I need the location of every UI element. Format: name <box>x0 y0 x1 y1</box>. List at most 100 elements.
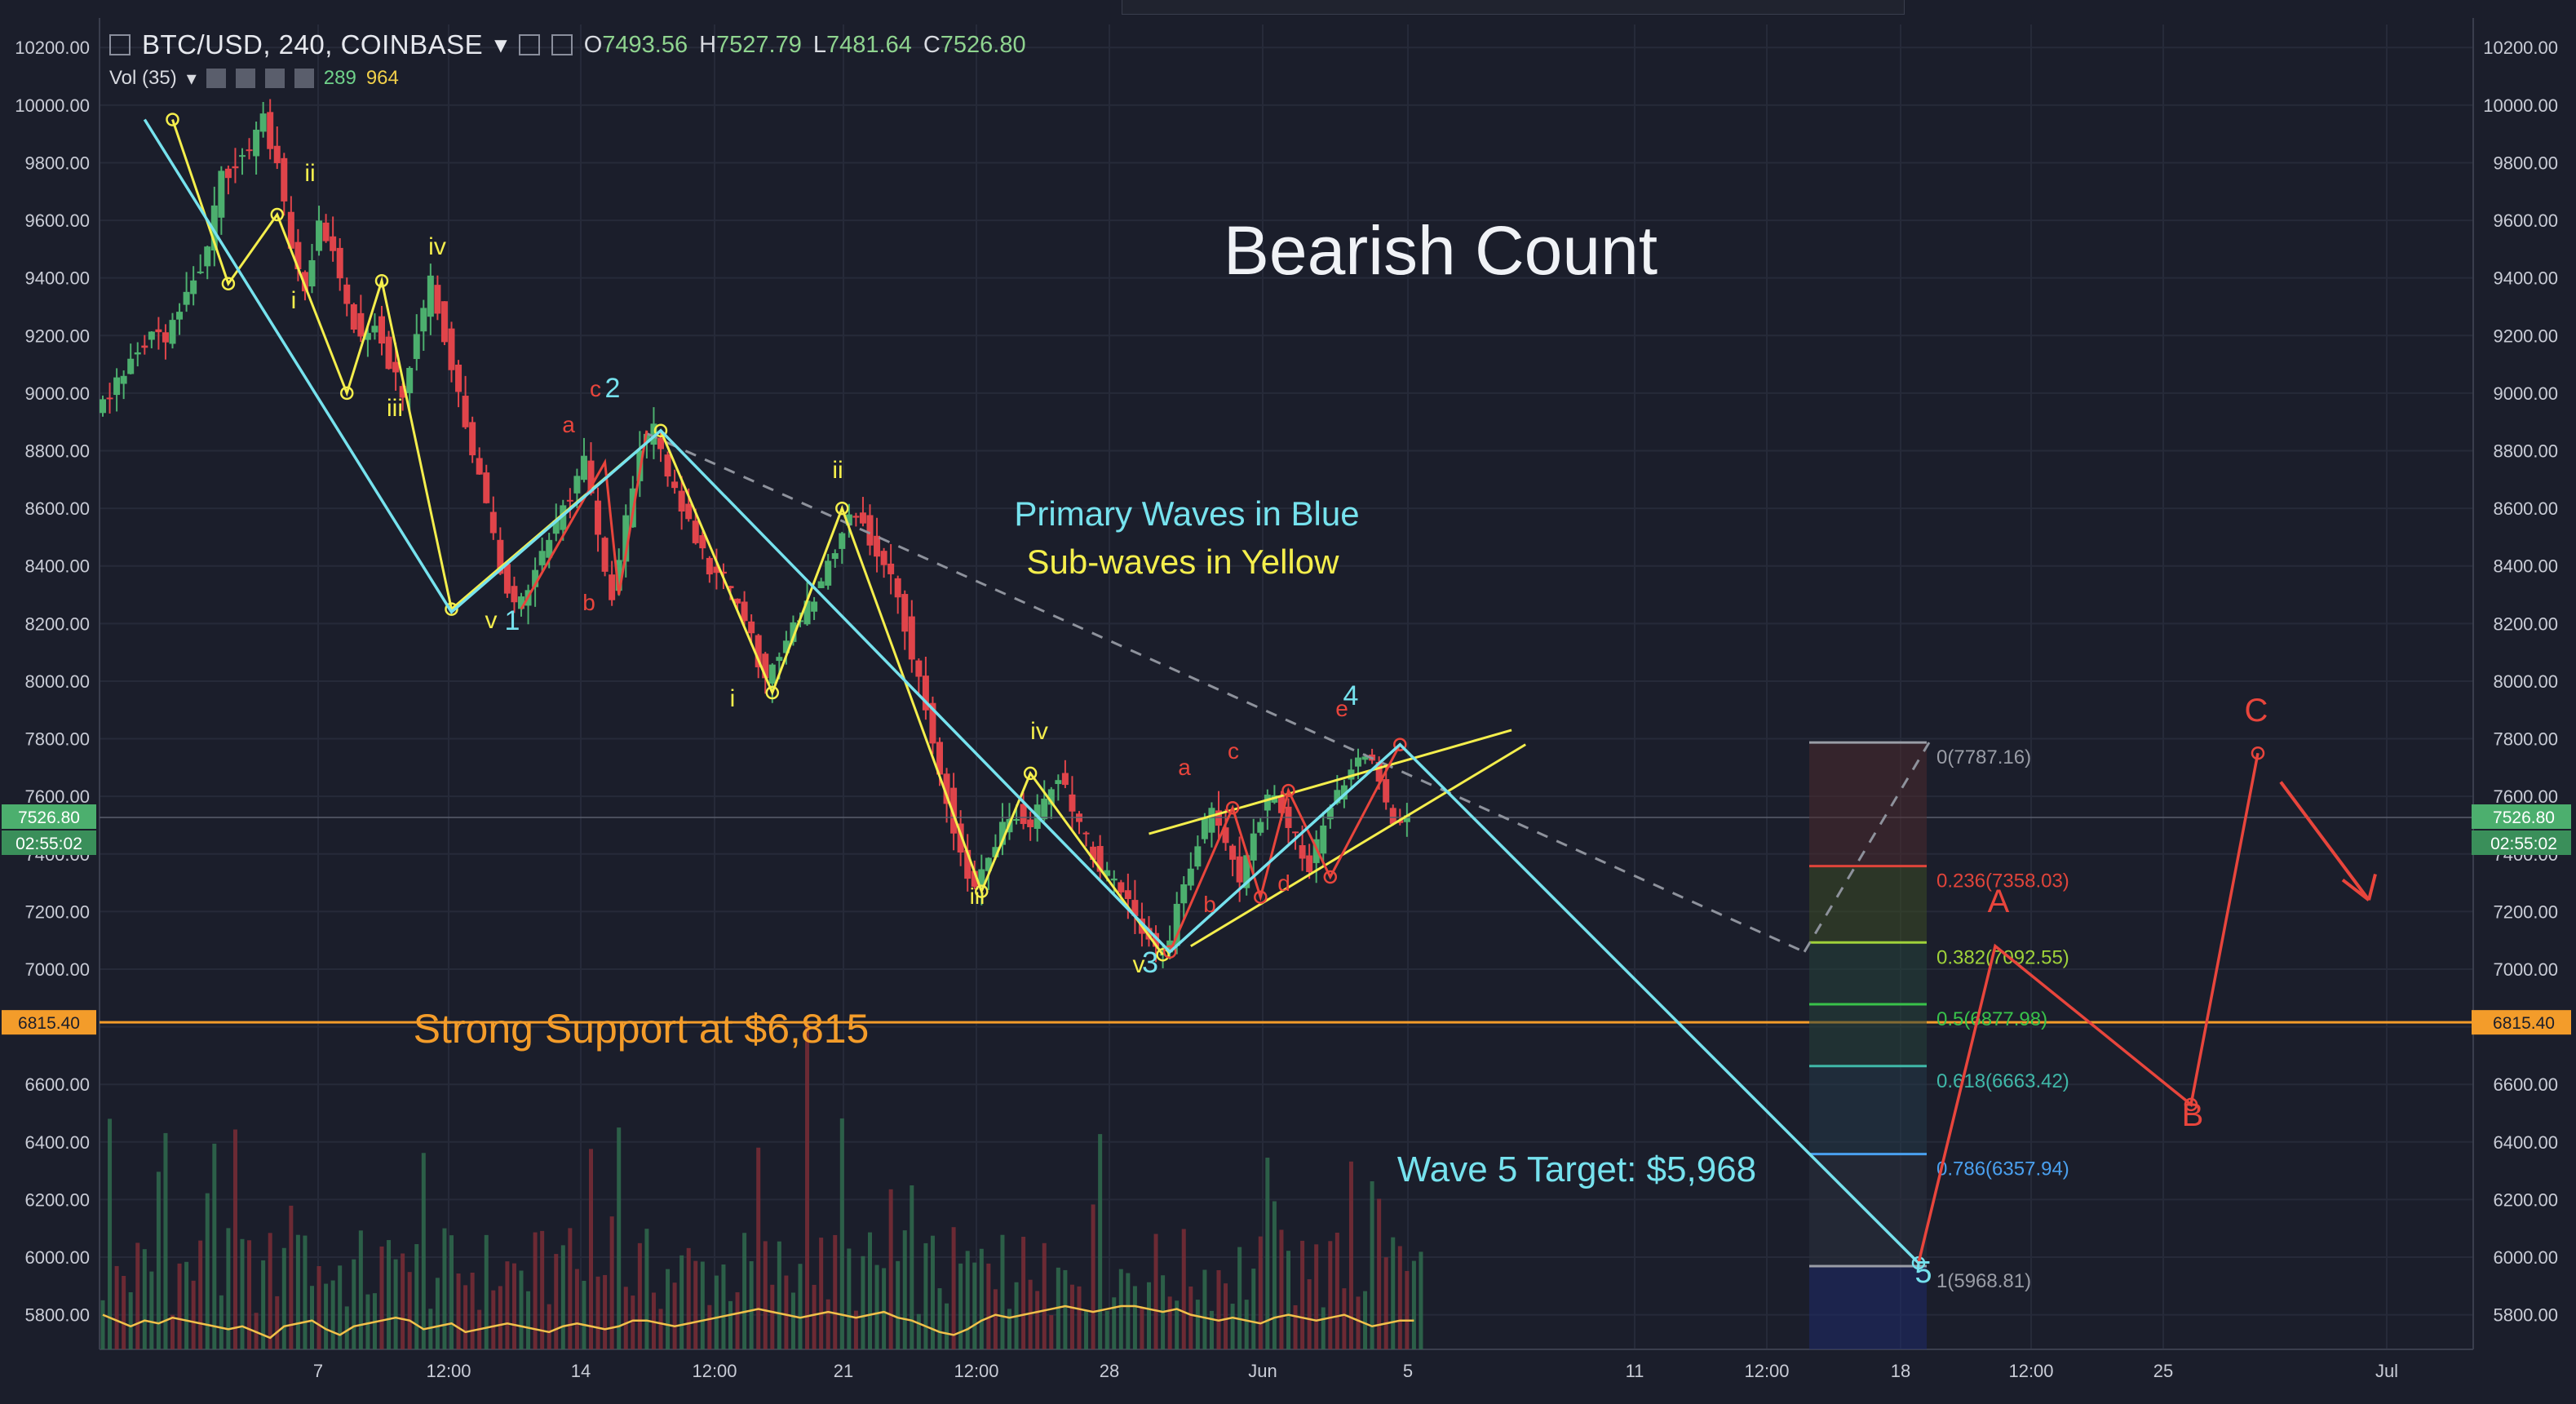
wave-label: v <box>485 607 498 634</box>
candle-body <box>141 345 148 348</box>
y-tick-label-right: 6000.00 <box>2493 1247 2558 1268</box>
candle-body <box>120 375 127 384</box>
volume-bar <box>945 1303 949 1349</box>
candle-body <box>657 437 664 450</box>
volume-bar <box>281 1247 286 1349</box>
volume-bar <box>1224 1283 1228 1349</box>
candle-body <box>100 399 106 414</box>
wave-label: iv <box>428 233 446 260</box>
candle-body <box>776 657 783 662</box>
wave-pivot-marker <box>340 386 354 401</box>
volume-dropdown-icon[interactable]: ▾ <box>186 67 197 90</box>
candle-body <box>155 329 162 333</box>
volume-bar <box>149 1271 154 1349</box>
volume-bar <box>379 1246 384 1349</box>
volume-bar <box>790 1292 795 1349</box>
y-tick-label-left: 9800.00 <box>24 153 90 173</box>
volume-bar <box>1049 1315 1054 1349</box>
volume-bar <box>1377 1198 1382 1349</box>
wave-label: iv <box>1030 718 1048 745</box>
volume-bar <box>574 1269 579 1349</box>
x-tick-label: Jun <box>1248 1361 1277 1381</box>
close-icon[interactable] <box>294 69 314 88</box>
y-tick-label-right: 9200.00 <box>2493 326 2558 346</box>
volume-bar <box>108 1118 113 1349</box>
volume-bar <box>1104 1310 1109 1349</box>
candle-body <box>1159 954 1166 956</box>
candle-body <box>1222 827 1229 844</box>
volume-bar <box>714 1275 719 1349</box>
y-tick-label-right: 9400.00 <box>2493 268 2558 289</box>
volume-bar <box>672 1282 677 1349</box>
symbol-label[interactable]: BTC/USD, 240, COINBASE <box>142 29 484 60</box>
candle-body <box>552 520 560 534</box>
visibility-icon[interactable] <box>206 69 226 88</box>
volume-bar <box>861 1256 865 1349</box>
forecast-abc-line <box>1917 752 2260 1264</box>
volume-bar <box>1132 1286 1137 1349</box>
volume-bar <box>1202 1269 1207 1349</box>
volume-bar <box>868 1232 872 1349</box>
y-tick-label-left: 9400.00 <box>24 268 90 289</box>
candle-body <box>1201 817 1208 839</box>
candle-body <box>106 397 113 400</box>
y-tick-label-right: 9600.00 <box>2493 210 2558 231</box>
candle-body <box>1047 789 1055 805</box>
add-icon[interactable] <box>264 69 285 88</box>
volume-bar <box>1140 1308 1144 1349</box>
support-note: Strong Support at $6,815 <box>414 1006 870 1052</box>
candle-body <box>706 557 713 575</box>
volume-bar <box>1077 1286 1082 1349</box>
candle-body <box>287 211 294 249</box>
volume-label[interactable]: Vol (35) <box>109 67 177 89</box>
volume-bar <box>219 1295 224 1349</box>
candle-body <box>497 539 504 574</box>
y-tick-label-left: 8600.00 <box>24 498 90 519</box>
candle-body <box>727 586 734 589</box>
candle-body <box>134 352 141 355</box>
candle-body <box>406 367 414 393</box>
volume-bar <box>1028 1279 1033 1349</box>
volume-bar <box>1147 1282 1151 1349</box>
visibility-icon[interactable] <box>518 34 540 55</box>
volume-bar <box>540 1230 545 1349</box>
settings-icon[interactable] <box>551 34 573 55</box>
x-tick-label: 14 <box>571 1361 591 1381</box>
volume-bar <box>414 1244 419 1349</box>
y-tick-label-right: 8400.00 <box>2493 556 2558 577</box>
candle-body <box>971 870 978 888</box>
toolbar-strip[interactable] <box>1122 0 1905 15</box>
volume-bar <box>910 1185 914 1349</box>
candle-body <box>469 422 476 456</box>
volume-value: 289 <box>323 67 356 89</box>
volume-bar <box>965 1251 970 1349</box>
collapse-icon[interactable] <box>109 34 131 55</box>
candle-body <box>998 822 1006 845</box>
volume-bar <box>533 1232 538 1349</box>
candle-body <box>978 869 985 888</box>
volume-bar <box>352 1259 356 1349</box>
volume-bar <box>595 1276 600 1349</box>
wave-label: i <box>291 287 297 314</box>
candle-body <box>845 514 852 526</box>
volume-bar <box>721 1264 726 1349</box>
wave-5-target-note: Wave 5 Target: $5,968 <box>1397 1149 1756 1189</box>
volume-bar <box>679 1255 684 1349</box>
last-price-label: 7526.80 <box>2493 808 2555 827</box>
symbol-dropdown-icon[interactable]: ▾ <box>494 30 507 59</box>
volume-bar <box>1237 1247 1242 1349</box>
volume-bar <box>170 1314 175 1349</box>
volume-bar <box>839 1118 844 1349</box>
settings-icon[interactable] <box>235 69 255 88</box>
volume-bar <box>1272 1201 1277 1349</box>
volume-bar <box>1405 1270 1410 1349</box>
volume-bar <box>289 1205 294 1349</box>
volume-bar <box>951 1227 956 1349</box>
volume-ma-line <box>102 1304 1414 1340</box>
candle-body <box>1173 903 1180 946</box>
volume-bar <box>1195 1300 1200 1349</box>
x-tick-label: 12:00 <box>1744 1361 1789 1381</box>
volume-bar <box>491 1290 496 1349</box>
